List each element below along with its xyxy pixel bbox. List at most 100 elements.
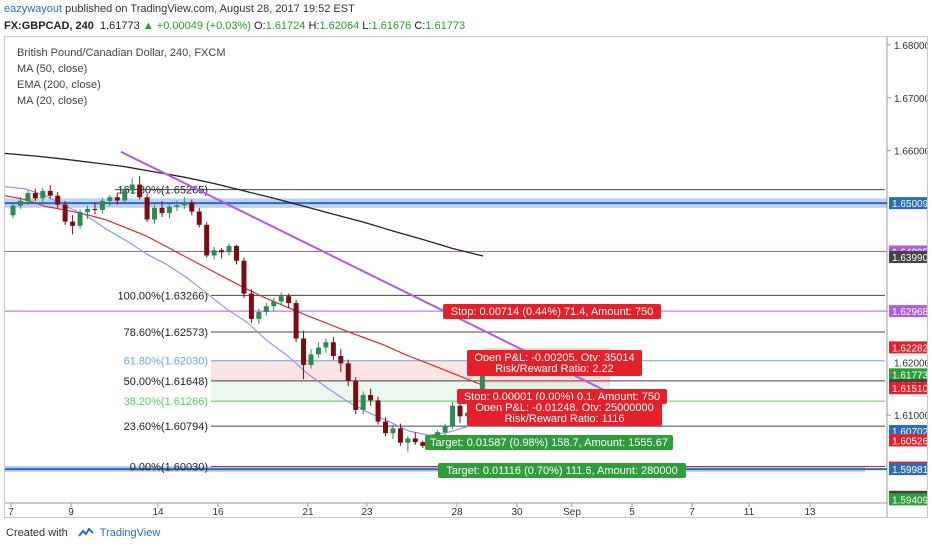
risk-reward-label-bg <box>467 411 662 426</box>
candle-body <box>129 184 135 191</box>
chart-area[interactable]: 1.68000 1.67000 1.66000 1.61000 7 9 14 16 21 23 28… <box>4 36 928 518</box>
candle-body <box>457 405 463 417</box>
tradingview-logo-icon <box>77 528 94 537</box>
candle-body <box>301 338 307 365</box>
candle-body <box>32 193 38 199</box>
fib-level-label: 0.00%(1.60030) <box>130 462 208 474</box>
candle-body <box>368 395 374 401</box>
price-axis-label: 1.62000 <box>894 358 927 369</box>
legend-title: British Pound/Canadian Dollar, 240, FXCM <box>17 47 226 59</box>
ema200-line <box>5 152 484 257</box>
price-axis-label-bg <box>889 251 927 264</box>
target-label: Target: 0.01116 (0.70%) 111.6, Amount: 2… <box>446 465 678 477</box>
candle-body <box>420 442 426 446</box>
time-tick-label: 21 <box>302 507 314 517</box>
price-axis-label: 1.63990 <box>892 253 927 264</box>
candle-body <box>442 426 448 433</box>
stop-label: Stop: 0.00714 (0.44%) 71.4, Amount: 750 <box>451 306 653 318</box>
legend-ma50[interactable]: MA (50, close) <box>17 63 88 75</box>
time-tick-label: 9 <box>68 507 74 517</box>
fib-level-label: 38.20%(1.61266) <box>124 396 208 408</box>
published-text: published on TradingView.com, August 28,… <box>65 3 355 15</box>
candle-body <box>152 207 158 220</box>
candle-body <box>345 363 351 381</box>
time-tick-label: 28 <box>451 507 463 517</box>
candle-body <box>263 306 269 313</box>
chart-canvas[interactable]: 1.68000 1.67000 1.66000 1.61000 7 9 14 16 21 23 28… <box>5 37 927 517</box>
stop-label-bg <box>443 304 661 319</box>
candle-body <box>211 250 217 256</box>
price-axis-label-bg <box>889 368 927 381</box>
price-tick-label: 1.66000 <box>894 147 927 158</box>
candle-body <box>159 207 165 214</box>
candle-body <box>17 200 23 206</box>
candle-body <box>412 438 418 443</box>
candle-body <box>219 250 225 253</box>
price-axis-label-bg <box>889 434 927 447</box>
candle-body <box>323 342 329 348</box>
publish-info: eazywayout published on TradingView.com,… <box>4 3 355 15</box>
risk-reward-label: Risk/Reward Ratio: 1116 <box>504 413 624 425</box>
candle-body <box>55 195 61 205</box>
legend-ema200[interactable]: EMA (200, close) <box>17 79 101 91</box>
tradingview-brand[interactable]: TradingView <box>99 527 161 539</box>
candle-body <box>92 208 98 210</box>
candle-body <box>47 190 53 196</box>
legend-ma20[interactable]: MA (20, close) <box>17 95 88 107</box>
price-axis-label: 1.62282 <box>892 343 927 354</box>
candle-body <box>256 312 262 319</box>
candle-body <box>226 245 232 253</box>
price-change: +0.00049 (+0.03%) <box>156 20 251 32</box>
fib-level-label: 61.80%(1.62030) <box>124 356 208 368</box>
candle-body <box>353 380 359 410</box>
candle-body <box>308 354 314 365</box>
price-axis-label: 1.62968 <box>892 307 927 318</box>
candle-body <box>330 342 336 356</box>
candle-body <box>204 224 210 256</box>
candle-body <box>114 197 120 201</box>
fib-level-label: 100.00%(1.63266) <box>117 290 208 302</box>
candle-body <box>70 221 76 226</box>
author-link[interactable]: eazywayout <box>4 3 63 15</box>
price-axis-label: 1.61510 <box>892 384 927 395</box>
time-tick-label: 30 <box>511 507 523 517</box>
close-label: C: <box>414 20 426 32</box>
price-axis-label: 1.65009 <box>892 199 927 210</box>
created-with-text: Created with <box>6 527 68 539</box>
price-axis-label-bg <box>889 463 927 476</box>
price-tick-label: 1.61000 <box>894 411 927 422</box>
candle-body <box>196 211 202 225</box>
fib-level-label: 78.60%(1.62573) <box>124 327 208 339</box>
candle-body <box>375 400 381 422</box>
time-tick-label: 11 <box>744 507 755 517</box>
risk-reward-label: Risk/Reward Ratio: 2.22 <box>495 363 614 375</box>
candle-body <box>479 374 485 401</box>
price-axis-label-bg <box>889 341 927 354</box>
time-tick-label: 23 <box>361 507 373 517</box>
price-axis-label-bg <box>889 197 927 210</box>
candle-body <box>77 212 83 226</box>
candle-body <box>107 197 113 201</box>
price-axis-label: 1.61773 <box>892 370 927 381</box>
price-axis-label-bg <box>889 305 927 318</box>
candle-body <box>390 428 396 434</box>
time-tick-label: Sep <box>563 507 581 517</box>
up-arrow-icon: ▲ <box>142 20 154 32</box>
high-value: 1.62064 <box>319 20 360 32</box>
time-tick-label: 16 <box>212 507 224 517</box>
candle-body <box>166 206 172 214</box>
open-label: O: <box>254 20 266 32</box>
candle-body <box>241 260 247 294</box>
candle-body <box>62 204 68 222</box>
candle-body <box>271 301 277 307</box>
candle-body <box>315 347 321 355</box>
candle-body <box>99 200 105 210</box>
fib-level-label: 23.60%(1.60794) <box>124 421 208 433</box>
price-axis-label-bg <box>889 424 927 437</box>
candle-body <box>397 428 403 443</box>
candle-body <box>10 205 16 216</box>
fib-level-label: 50.00%(1.61648) <box>124 376 208 388</box>
candle-body <box>293 303 299 339</box>
target-zone-box <box>211 380 486 402</box>
low-value: 1.61676 <box>371 20 412 32</box>
